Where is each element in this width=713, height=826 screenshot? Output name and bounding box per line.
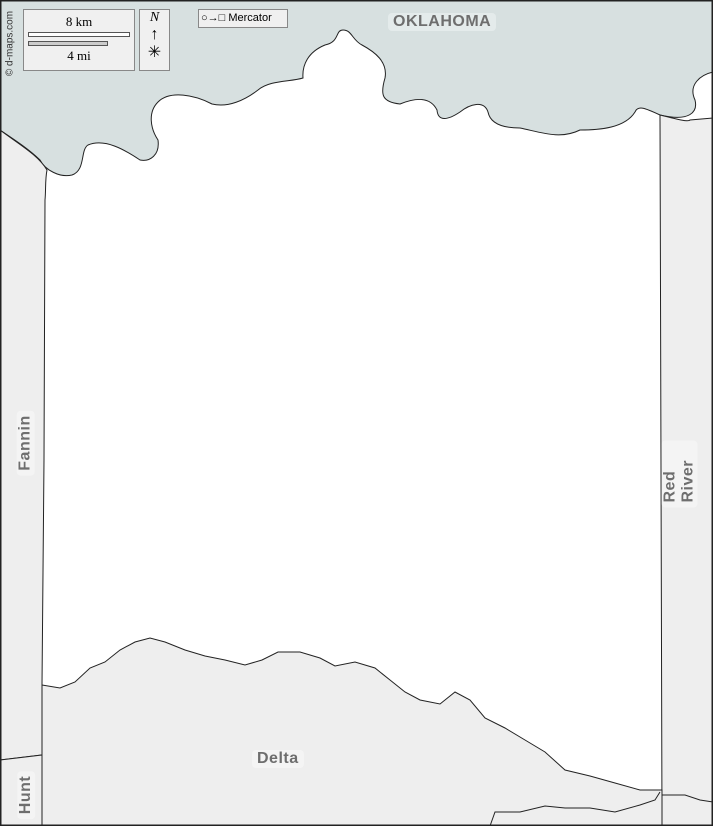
north-arrow: N ↑ ✳ xyxy=(139,9,170,71)
projection-label: Mercator xyxy=(228,12,272,24)
scale-km-label: 8 km xyxy=(65,14,93,29)
scale-bar: 8 km 4 mi xyxy=(23,9,135,71)
label-oklahoma: OKLAHOMA xyxy=(388,13,497,31)
region-oklahoma xyxy=(0,0,713,177)
region-delta xyxy=(41,637,663,826)
compass-icon: ↑ ✳ xyxy=(147,26,162,61)
label-hunt: Hunt xyxy=(17,770,36,820)
region-hopkins-edge xyxy=(489,791,713,826)
label-fannin: Fannin xyxy=(16,410,35,476)
label-red-river: Red River xyxy=(661,440,698,508)
label-delta: Delta xyxy=(252,750,304,768)
circle-to-square-icon: ○→□ xyxy=(201,12,226,24)
projection-box: ○→□ Mercator xyxy=(198,9,288,28)
north-label: N xyxy=(149,10,160,25)
scale-mi-label: 4 mi xyxy=(67,48,91,63)
credit-text: © d-maps.com xyxy=(4,10,16,77)
